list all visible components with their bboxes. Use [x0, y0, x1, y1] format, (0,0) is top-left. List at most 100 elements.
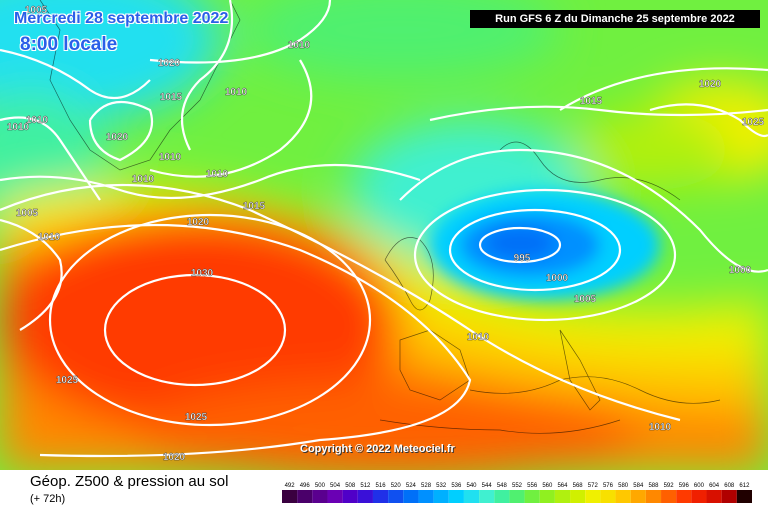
- legend-swatch: [539, 490, 555, 503]
- color-legend: 492 496 500 504 508 512 516 520 524 528 532 536 540 5…: [282, 483, 752, 503]
- valid-date: Mercredi 28 septembre 2022: [14, 10, 229, 27]
- legend-swatch: [721, 490, 737, 503]
- run-info: Run GFS 6 Z du Dimanche 25 septembre 202…: [470, 10, 760, 28]
- legend-swatch: [630, 490, 646, 503]
- legend-swatch: [509, 490, 525, 503]
- legend-value: 520: [391, 483, 402, 489]
- isobar-label: 1000: [729, 265, 752, 276]
- isobar-label: 1000: [546, 273, 569, 284]
- legend-value: 536: [451, 483, 462, 489]
- legend-value: 584: [633, 483, 644, 489]
- legend-value: 532: [436, 483, 447, 489]
- legend-value: 604: [709, 483, 720, 489]
- copyright-notice: Copyright © 2022 Meteociel.fr: [300, 443, 455, 455]
- isobar-label: 1030: [191, 268, 214, 279]
- isobar-label: 1005: [25, 5, 48, 16]
- legend-value: 500: [315, 483, 326, 489]
- isobar-label: 1015: [243, 201, 266, 212]
- legend-swatch: [676, 490, 692, 503]
- legend-value: 496: [300, 483, 311, 489]
- legend-swatch: [570, 490, 586, 503]
- legend-swatch: [554, 490, 571, 503]
- isobar-label: 1025: [742, 117, 765, 128]
- legend-swatch: [388, 490, 404, 503]
- legend-swatch: [706, 490, 722, 503]
- legend-swatch: [342, 490, 358, 503]
- isobar-label: 1010: [649, 422, 672, 433]
- isobar-label: 1010: [7, 122, 30, 133]
- legend-value: 528: [421, 483, 432, 489]
- legend-value: 608: [724, 483, 735, 489]
- legend-value: 540: [467, 483, 478, 489]
- legend-swatch: [312, 490, 328, 503]
- legend-swatch: [448, 490, 464, 503]
- legend-value: 568: [573, 483, 584, 489]
- legend-swatch: [418, 490, 434, 503]
- isobar-label: 1010: [132, 174, 155, 185]
- legend-swatch: [524, 490, 540, 503]
- isobar-label: 1020: [187, 217, 210, 228]
- isobar-label: 1010: [467, 332, 490, 343]
- legend-value: 576: [603, 483, 614, 489]
- legend-swatch: [357, 490, 373, 503]
- legend-value: 516: [376, 483, 387, 489]
- legend-value: 564: [557, 483, 568, 489]
- isobar-label: 1025: [185, 412, 208, 423]
- isobar-label: 1010: [38, 232, 61, 243]
- legend-swatch: [433, 490, 449, 503]
- isobar-label: 995: [514, 253, 531, 264]
- legend-value: 544: [482, 483, 493, 489]
- legend-swatch: [327, 490, 343, 503]
- isobar-label: 1020: [699, 79, 722, 90]
- isobar-label: 1020: [163, 452, 186, 463]
- legend-swatch: [297, 490, 313, 503]
- legend-value: 596: [679, 483, 690, 489]
- legend-value: 504: [330, 483, 341, 489]
- legend-swatch: [736, 490, 752, 503]
- isobar-label: 1025: [56, 375, 79, 386]
- legend-swatch: [691, 490, 707, 503]
- legend-value: 580: [618, 483, 629, 489]
- isobar-label: 1015: [580, 96, 603, 107]
- legend-swatch: [282, 490, 298, 503]
- legend-value: 492: [285, 483, 296, 489]
- forecast-offset: (+ 72h): [30, 493, 66, 505]
- legend-value: 572: [588, 483, 599, 489]
- legend-value: 524: [406, 483, 417, 489]
- legend-value: 556: [527, 483, 538, 489]
- legend-swatch: [585, 490, 601, 503]
- isobar-label: 1010: [288, 40, 311, 51]
- isobar-label: 1010: [206, 169, 229, 180]
- legend-swatch: [645, 490, 662, 503]
- legend-value: 612: [739, 483, 750, 489]
- valid-time: 8:00 locale: [20, 34, 118, 55]
- isobar-label: 1005: [16, 208, 39, 219]
- isobar-label: 1020: [106, 132, 129, 143]
- isobar-label: 1020: [158, 58, 181, 69]
- legend-swatch: [615, 490, 631, 503]
- legend-value: 552: [512, 483, 523, 489]
- legend-value: 512: [360, 483, 371, 489]
- legend-value: 548: [497, 483, 508, 489]
- isobar-contours: [0, 0, 768, 458]
- isobar-label: 1015: [160, 92, 183, 103]
- legend-swatch: [479, 490, 495, 503]
- legend-value: 592: [664, 483, 675, 489]
- legend-value: 560: [542, 483, 553, 489]
- legend-value: 600: [694, 483, 705, 489]
- legend-swatch: [661, 490, 677, 503]
- legend-swatch: [463, 490, 480, 503]
- legend-swatch: [372, 490, 389, 503]
- legend-swatch: [403, 490, 419, 503]
- legend-swatch: [600, 490, 616, 503]
- isobar-label: 1005: [574, 294, 597, 305]
- legend-value: 588: [648, 483, 659, 489]
- legend-value: 508: [345, 483, 356, 489]
- legend-swatch: [494, 490, 510, 503]
- isobar-label: 1010: [225, 87, 248, 98]
- isobar-label: 1010: [159, 152, 182, 163]
- isobar-label: 1010: [26, 115, 49, 126]
- map-title: Géop. Z500 & pression au sol: [30, 473, 229, 490]
